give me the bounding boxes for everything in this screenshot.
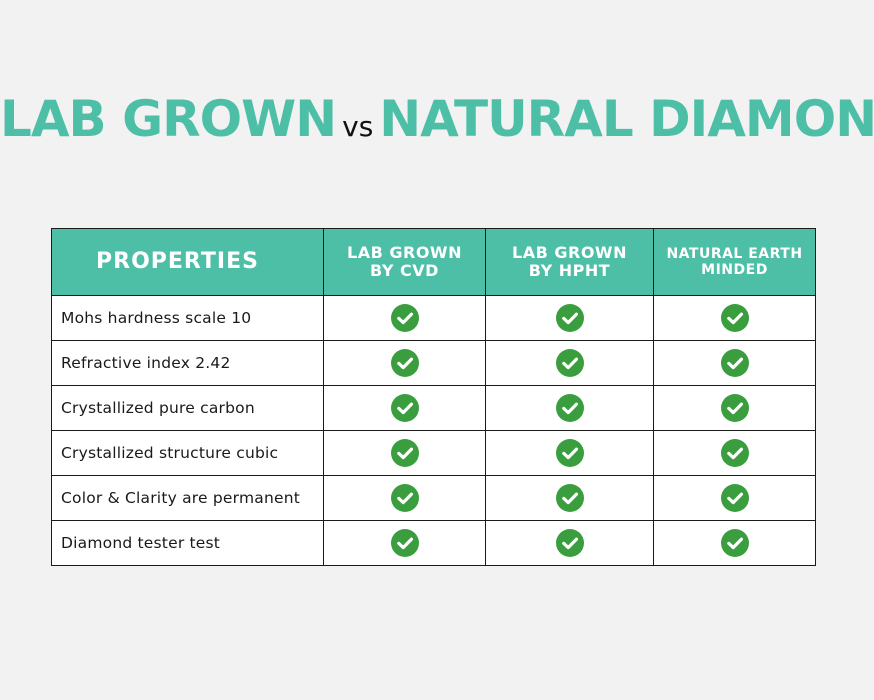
cvd-cell xyxy=(323,340,486,386)
check-circle-icon xyxy=(720,529,749,557)
natural-cell xyxy=(653,340,816,386)
check-circle-icon xyxy=(390,484,419,512)
header-hpht-line2: BY HPHT xyxy=(528,261,611,280)
comparison-table: PROPERTIES LAB GROWN BY CVD LAB GROWN BY… xyxy=(51,228,816,566)
title-lab-grown: LAB GROWN xyxy=(0,90,337,148)
property-cell: Refractive index 2.42 xyxy=(51,340,324,386)
property-cell: Color & Clarity are permanent xyxy=(51,475,324,521)
header-natural-line1: NATURAL EARTH xyxy=(666,246,803,262)
table-row: Refractive index 2.42 xyxy=(51,340,816,386)
cvd-cell xyxy=(323,475,486,521)
header-cvd-line2: BY CVD xyxy=(370,261,439,280)
check-circle-icon xyxy=(720,394,749,422)
page-title: LAB GROWN vs NATURAL DIAMOND xyxy=(0,86,874,160)
natural-cell xyxy=(653,295,816,341)
check-circle-icon xyxy=(555,349,584,377)
hpht-cell xyxy=(485,520,654,566)
hpht-cell xyxy=(485,385,654,431)
property-cell: Crystallized structure cubic xyxy=(51,430,324,476)
cvd-cell xyxy=(323,295,486,341)
check-circle-icon xyxy=(720,349,749,377)
natural-cell xyxy=(653,475,816,521)
header-hpht-line1: LAB GROWN xyxy=(512,243,627,262)
check-circle-icon xyxy=(555,529,584,557)
check-circle-icon xyxy=(390,529,419,557)
natural-cell xyxy=(653,385,816,431)
header-natural-line2: MINDED xyxy=(701,262,768,278)
header-properties: PROPERTIES xyxy=(51,228,324,296)
hpht-cell xyxy=(485,475,654,521)
header-natural-earth-minded: NATURAL EARTH MINDED xyxy=(653,228,816,296)
hpht-cell xyxy=(485,295,654,341)
check-circle-icon xyxy=(720,484,749,512)
property-cell: Diamond tester test xyxy=(51,520,324,566)
check-circle-icon xyxy=(720,439,749,467)
property-cell: Mohs hardness scale 10 xyxy=(51,295,324,341)
hpht-cell xyxy=(485,430,654,476)
table-row: Diamond tester test xyxy=(51,520,816,566)
table-row: Crystallized structure cubic xyxy=(51,430,816,476)
check-circle-icon xyxy=(390,439,419,467)
title-natural-diamond: NATURAL DIAMOND xyxy=(379,90,874,148)
check-circle-icon xyxy=(555,439,584,467)
property-cell: Crystallized pure carbon xyxy=(51,385,324,431)
check-circle-icon xyxy=(555,304,584,332)
check-circle-icon xyxy=(555,394,584,422)
natural-cell xyxy=(653,520,816,566)
title-vs: vs xyxy=(342,110,374,143)
check-circle-icon xyxy=(555,484,584,512)
table-row: Mohs hardness scale 10 xyxy=(51,295,816,341)
header-lab-grown-hpht: LAB GROWN BY HPHT xyxy=(485,228,654,296)
table-body: Mohs hardness scale 10 Refractive index … xyxy=(51,295,816,566)
check-circle-icon xyxy=(390,304,419,332)
hpht-cell xyxy=(485,340,654,386)
check-circle-icon xyxy=(390,349,419,377)
table-header-row: PROPERTIES LAB GROWN BY CVD LAB GROWN BY… xyxy=(51,228,816,296)
check-circle-icon xyxy=(390,394,419,422)
cvd-cell xyxy=(323,385,486,431)
header-cvd-line1: LAB GROWN xyxy=(347,243,462,262)
check-circle-icon xyxy=(720,304,749,332)
natural-cell xyxy=(653,430,816,476)
table-row: Color & Clarity are permanent xyxy=(51,475,816,521)
cvd-cell xyxy=(323,520,486,566)
cvd-cell xyxy=(323,430,486,476)
table-row: Crystallized pure carbon xyxy=(51,385,816,431)
header-lab-grown-cvd: LAB GROWN BY CVD xyxy=(323,228,486,296)
